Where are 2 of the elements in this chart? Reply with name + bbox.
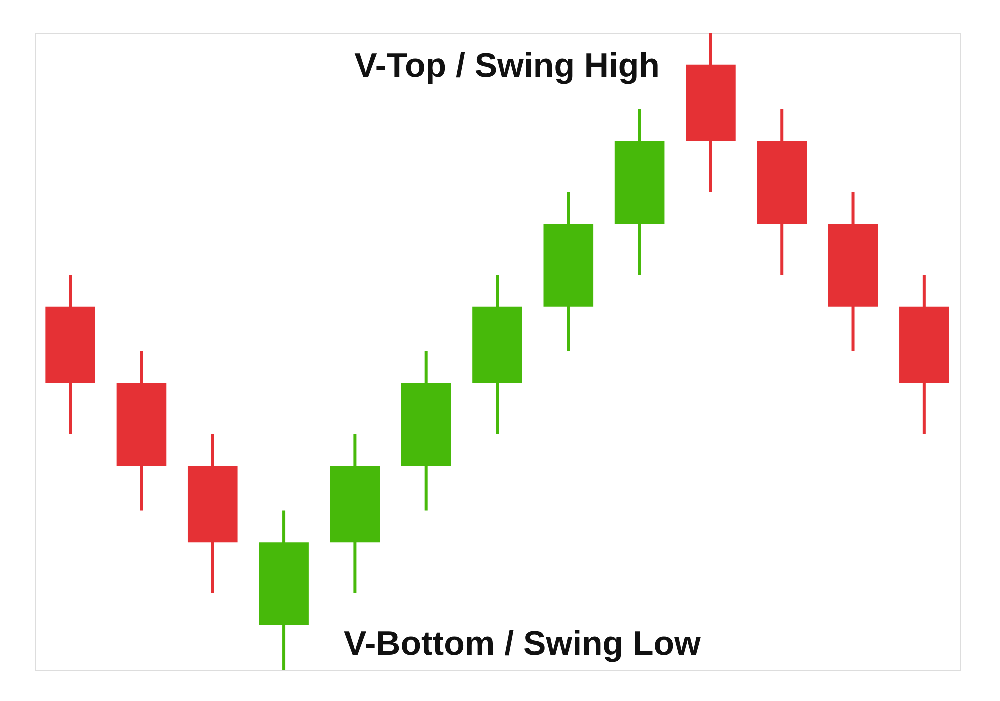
annotation: V-Top / Swing High <box>354 47 660 85</box>
annotation: V-Bottom / Swing Low <box>344 625 702 663</box>
